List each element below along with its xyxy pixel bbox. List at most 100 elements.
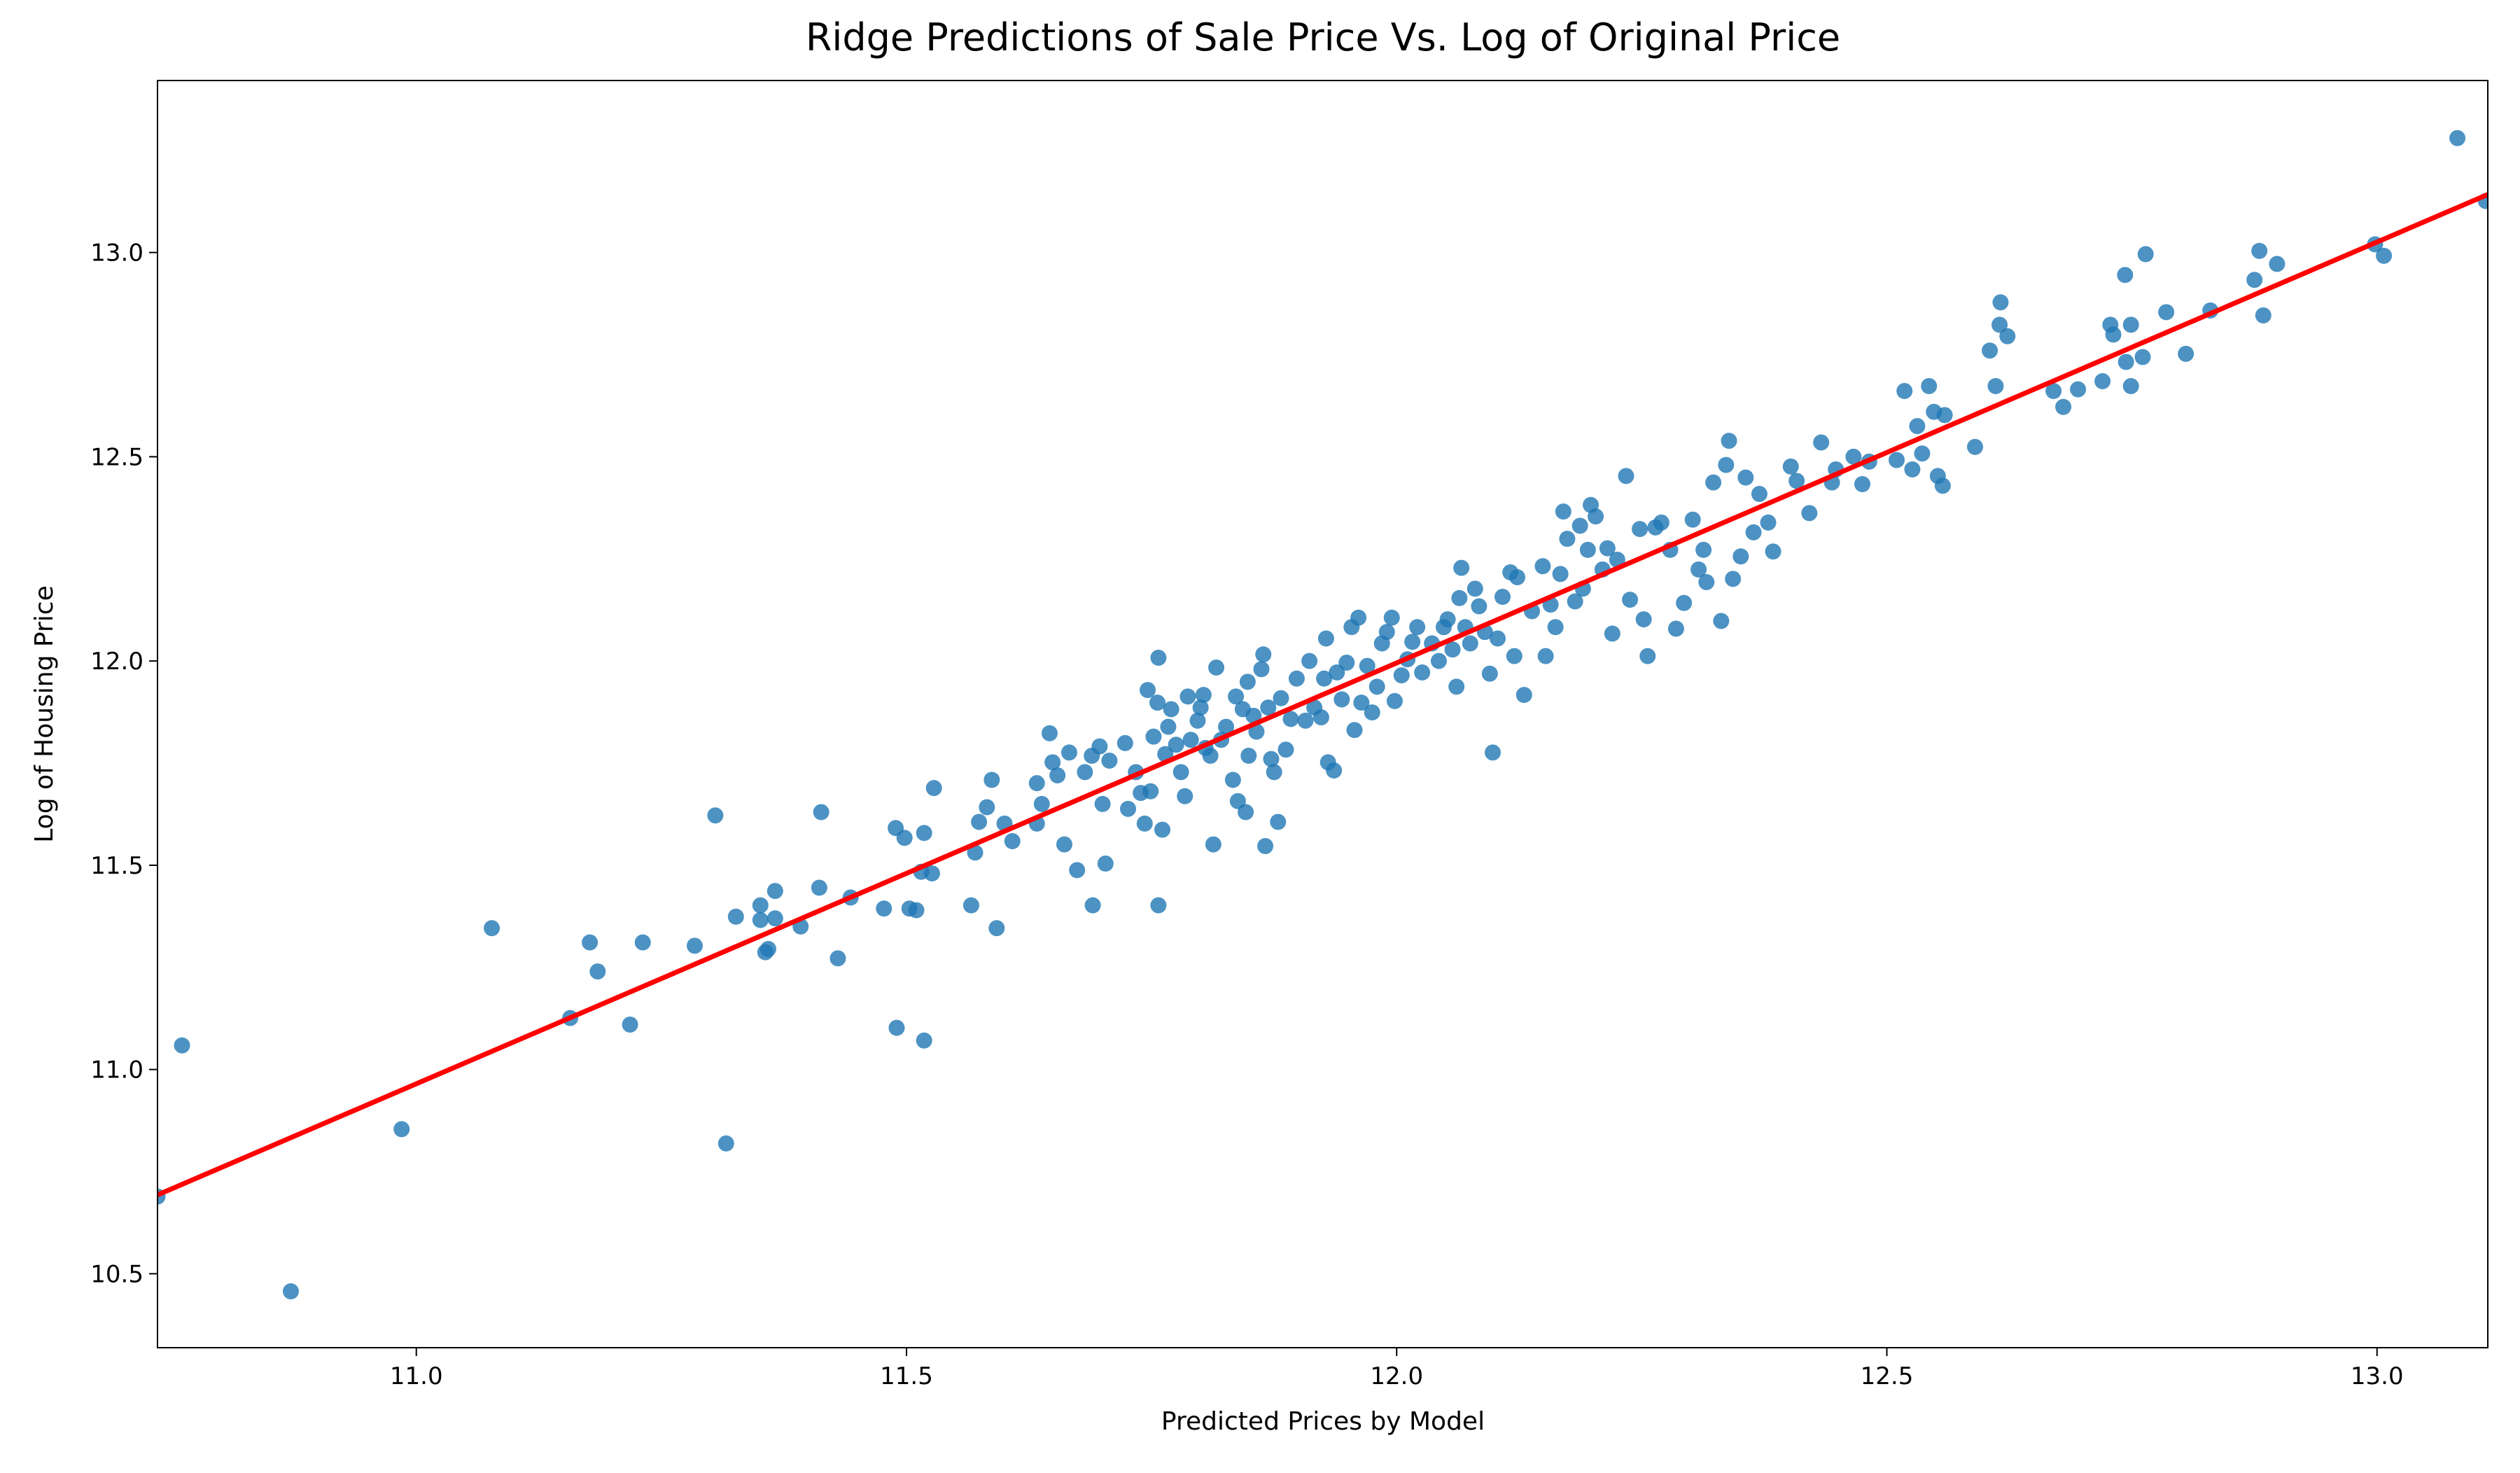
x-tick-label: 11.5 bbox=[880, 1362, 933, 1390]
point bbox=[582, 934, 598, 951]
point bbox=[1255, 646, 1272, 663]
point bbox=[979, 799, 995, 816]
point bbox=[752, 912, 769, 928]
point bbox=[1409, 619, 1426, 636]
point bbox=[916, 825, 932, 842]
point bbox=[1555, 503, 1572, 520]
point bbox=[1765, 543, 1782, 560]
point bbox=[1509, 569, 1526, 586]
point bbox=[1270, 814, 1287, 830]
point bbox=[908, 902, 925, 919]
point bbox=[1904, 461, 1921, 477]
point bbox=[1297, 712, 1314, 729]
point bbox=[2158, 304, 2175, 321]
point bbox=[727, 908, 744, 925]
point bbox=[1801, 505, 1818, 522]
point bbox=[1077, 764, 1093, 781]
point bbox=[1288, 670, 1305, 687]
point bbox=[1444, 641, 1461, 658]
point bbox=[1240, 748, 1257, 765]
point bbox=[1282, 711, 1299, 727]
point bbox=[2118, 354, 2134, 370]
point bbox=[1588, 508, 1604, 525]
point bbox=[1359, 657, 1376, 674]
point bbox=[983, 772, 1000, 788]
point bbox=[1041, 725, 1058, 741]
point bbox=[484, 920, 500, 937]
point bbox=[1489, 630, 1506, 647]
point bbox=[1732, 548, 1749, 565]
point bbox=[622, 1016, 638, 1033]
point bbox=[2137, 246, 2154, 263]
point bbox=[1263, 751, 1280, 767]
point bbox=[174, 1037, 190, 1054]
point bbox=[1466, 580, 1483, 597]
point bbox=[2178, 345, 2194, 362]
point bbox=[1195, 687, 1212, 704]
point bbox=[1260, 699, 1277, 716]
point bbox=[1273, 690, 1289, 706]
point bbox=[1888, 452, 1905, 468]
point bbox=[1149, 694, 1166, 711]
point bbox=[1180, 688, 1196, 705]
x-tick-label: 11.0 bbox=[390, 1362, 443, 1390]
point bbox=[1639, 648, 1656, 664]
point bbox=[1506, 648, 1522, 664]
point bbox=[1471, 598, 1488, 615]
point bbox=[2246, 272, 2263, 288]
point bbox=[1069, 862, 1086, 879]
point bbox=[1116, 734, 1133, 751]
point bbox=[2117, 267, 2134, 284]
point bbox=[1091, 738, 1108, 755]
point bbox=[1177, 788, 1194, 804]
point bbox=[916, 1032, 932, 1049]
point bbox=[1168, 736, 1184, 753]
point bbox=[1676, 594, 1693, 611]
point bbox=[1334, 691, 1350, 708]
point bbox=[1350, 609, 1367, 626]
point bbox=[1353, 694, 1370, 711]
point bbox=[988, 920, 1005, 937]
point bbox=[1368, 678, 1385, 695]
point bbox=[923, 865, 940, 882]
point bbox=[1751, 485, 1768, 502]
point bbox=[1609, 551, 1625, 568]
point bbox=[813, 804, 830, 821]
point bbox=[1044, 754, 1061, 771]
point bbox=[1537, 648, 1554, 664]
regression-line bbox=[158, 192, 2488, 1197]
chart-title: Ridge Predictions of Sale Price Vs. Log … bbox=[806, 15, 1840, 60]
point bbox=[1992, 294, 2009, 311]
y-tick-label: 12.0 bbox=[90, 648, 144, 676]
point bbox=[1451, 589, 1468, 606]
point bbox=[1266, 764, 1282, 781]
point bbox=[1845, 448, 1862, 465]
point bbox=[1909, 418, 1926, 435]
point bbox=[1745, 524, 1762, 540]
point bbox=[1202, 748, 1219, 765]
point bbox=[2269, 256, 2286, 272]
x-axis-label: Predicted Prices by Model bbox=[1161, 1407, 1485, 1436]
y-tick-label: 13.0 bbox=[90, 239, 144, 267]
point bbox=[971, 814, 988, 830]
point bbox=[1534, 558, 1551, 575]
point bbox=[1145, 728, 1162, 745]
point bbox=[1094, 795, 1111, 812]
point bbox=[1140, 682, 1156, 699]
point bbox=[752, 897, 769, 914]
point bbox=[1097, 856, 1114, 872]
point bbox=[1228, 688, 1245, 705]
point bbox=[760, 941, 777, 958]
point bbox=[1448, 678, 1465, 695]
point bbox=[1192, 699, 1209, 716]
point bbox=[1224, 772, 1241, 788]
point bbox=[1552, 566, 1569, 582]
point bbox=[1404, 634, 1421, 650]
point bbox=[1632, 521, 1648, 538]
point bbox=[766, 883, 783, 900]
point bbox=[925, 780, 942, 797]
point bbox=[1721, 433, 1737, 449]
point bbox=[1914, 445, 1931, 462]
point bbox=[1033, 795, 1050, 812]
